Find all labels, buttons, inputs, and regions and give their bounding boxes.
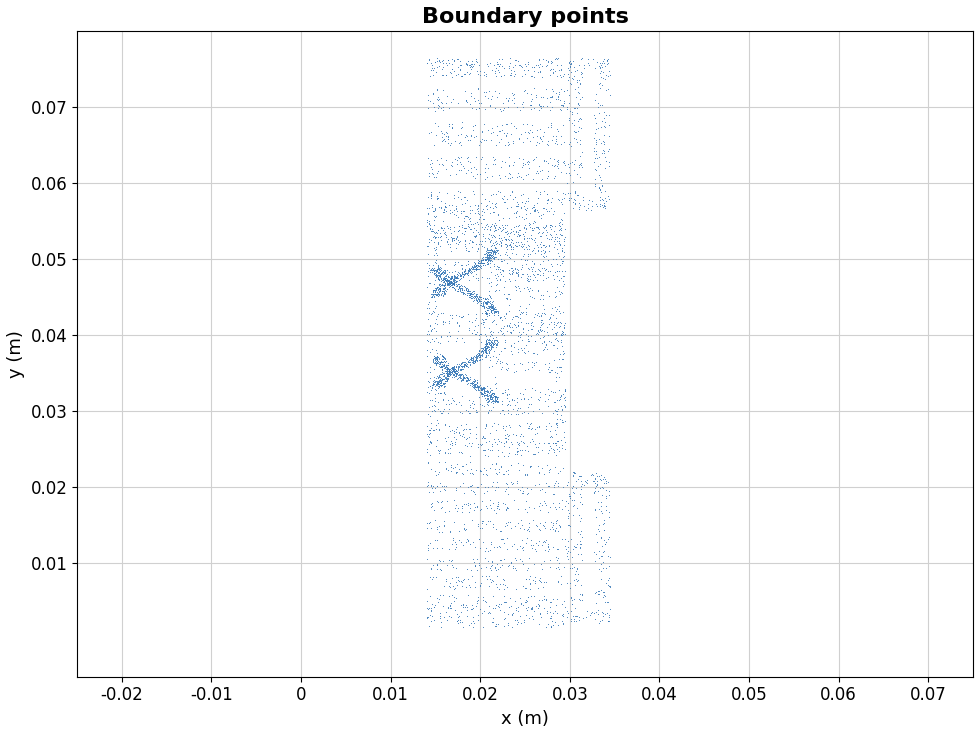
Y-axis label: y (m): y (m) (7, 330, 24, 378)
Title: Boundary points: Boundary points (421, 7, 628, 27)
X-axis label: x (m): x (m) (501, 710, 549, 728)
